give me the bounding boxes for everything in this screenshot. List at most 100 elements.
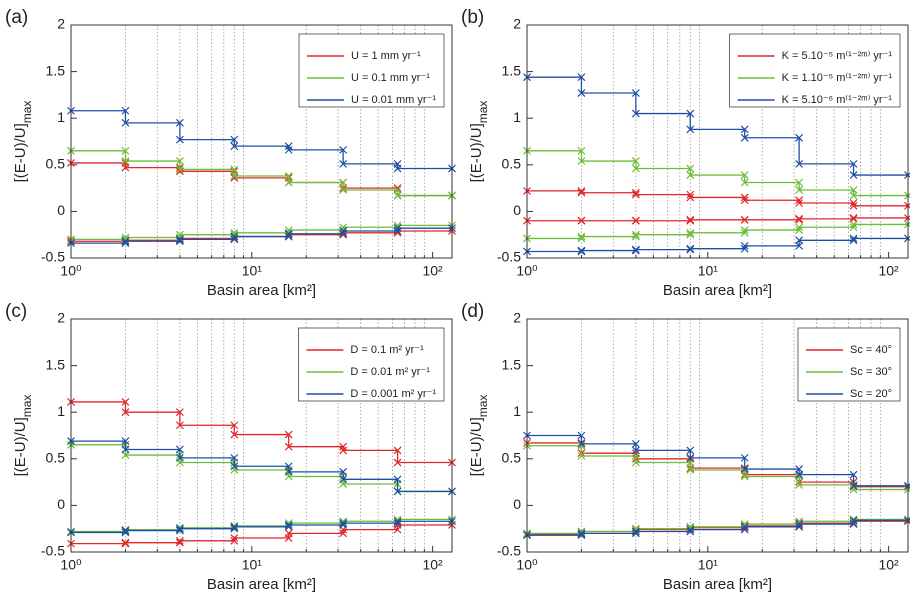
legend-label: D = 0.001 m² yr⁻¹	[350, 388, 436, 400]
marker	[795, 223, 804, 232]
y-axis-label-main: [(E-U)/U]	[12, 417, 29, 476]
marker	[284, 145, 293, 154]
marker	[175, 453, 184, 462]
marker	[393, 487, 402, 496]
marker	[121, 451, 130, 459]
marker	[121, 233, 130, 242]
marker	[339, 223, 348, 232]
marker	[631, 216, 640, 225]
panel-label: (b)	[461, 7, 484, 28]
marker	[121, 157, 130, 165]
marker	[795, 236, 804, 245]
y-tick-label: -0.5	[497, 249, 521, 265]
y-tick-label: 1.5	[46, 62, 66, 78]
marker	[686, 193, 695, 202]
marker	[740, 196, 749, 205]
marker	[175, 421, 184, 430]
marker	[795, 159, 804, 168]
legend-label: U = 1 mm yr⁻¹	[351, 50, 421, 62]
panel-label: (a)	[5, 7, 28, 28]
x-tick-label: 10⁰	[60, 557, 82, 573]
marker	[740, 215, 749, 224]
legend-label: K = 1.10⁻⁵ m⁽¹⁻²ᵐ⁾ yr⁻¹	[782, 72, 893, 84]
y-tick-label: -0.5	[497, 543, 521, 559]
marker	[121, 163, 130, 172]
marker	[631, 458, 640, 467]
x-tick-label: 10¹	[698, 557, 719, 573]
marker	[849, 485, 858, 494]
panel-label: (c)	[5, 301, 27, 322]
panel: 10⁰ 10¹ 10² -0.5 0 0.5 1 1.5 2 K = 5.10⁻⁵ m⁽¹⁻²ᵐ⁾…	[461, 7, 910, 299]
marker	[284, 467, 293, 476]
legend-box	[729, 33, 901, 108]
marker	[577, 188, 586, 197]
y-tick-label: 0	[57, 202, 65, 218]
marker	[175, 235, 184, 244]
marker	[795, 470, 804, 479]
marker	[577, 452, 586, 460]
marker	[230, 142, 239, 151]
marker	[740, 241, 749, 250]
panel: 10⁰ 10¹ 10²-0.500.511.52D = 0.1 m² yr⁻¹D =…	[5, 301, 456, 593]
marker	[121, 526, 130, 535]
marker	[230, 534, 239, 542]
marker	[849, 481, 858, 490]
legend: U = 1 mm yr⁻¹ U = 0.1 mm yr⁻¹ U = 0.01 mm …	[298, 33, 445, 108]
x-axis-label: Basin area [km²]	[663, 576, 772, 593]
marker	[284, 226, 293, 234]
x-tick-label: 10¹	[242, 263, 263, 279]
marker	[631, 230, 640, 239]
marker	[577, 157, 586, 165]
legend-label: Sc = 20°	[850, 388, 892, 400]
marker	[849, 213, 858, 222]
y-axis-label: [(E-U)/U]max	[468, 101, 490, 183]
marker	[577, 439, 586, 448]
marker	[849, 191, 858, 200]
x-axis-label: Basin area [km²]	[207, 576, 316, 593]
marker	[393, 517, 402, 526]
x-axis-label: Basin area [km²]	[663, 282, 772, 299]
marker	[631, 109, 640, 118]
y-tick-label: 1.5	[502, 356, 522, 372]
marker	[740, 226, 749, 234]
marker	[339, 446, 348, 455]
marker	[849, 516, 858, 525]
marker	[121, 118, 130, 127]
y-tick-label: 0.5	[46, 156, 66, 172]
y-tick-label: 1	[513, 109, 521, 125]
marker	[795, 199, 804, 207]
y-tick-label: 0.5	[502, 450, 522, 466]
axes-frame	[526, 24, 909, 259]
marker	[175, 165, 184, 174]
marker	[121, 237, 130, 246]
legend: K = 5.10⁻⁵ m⁽¹⁻²ᵐ⁾ yr⁻¹ K = 1.10⁻⁵ m⁽¹⁻²ᵐ…	[729, 33, 901, 108]
y-axis-label: [(E-U)/U]max	[12, 101, 34, 183]
marker	[686, 466, 695, 474]
y-tick-label: 1	[57, 403, 65, 419]
legend-label: U = 0.1 mm yr⁻¹	[351, 72, 430, 84]
marker	[284, 521, 293, 529]
legend-box	[298, 33, 445, 108]
marker	[230, 430, 239, 439]
marker	[284, 229, 293, 238]
marker	[631, 446, 640, 455]
marker	[339, 519, 348, 528]
marker	[577, 89, 586, 97]
y-tick-label: 2	[513, 310, 521, 326]
marker	[740, 522, 749, 531]
marker	[284, 529, 293, 538]
marker	[175, 524, 184, 533]
marker	[795, 480, 804, 489]
marker	[631, 527, 640, 536]
legend-label: Sc = 30°	[850, 366, 892, 378]
marker	[230, 172, 239, 180]
y-tick-label: -0.5	[41, 249, 65, 265]
panel: 10⁰ 10¹ 10² -0.5 0 0.5 1 1.5 2 U = 1 mm yr⁻¹ U = 0…	[5, 7, 456, 299]
panel-label: (d)	[461, 301, 484, 322]
x-tick-label: 10⁰	[60, 263, 82, 279]
y-axis-label-main: [(E-U)/U]	[468, 417, 485, 476]
marker	[849, 201, 858, 210]
marker	[849, 220, 858, 229]
legend: Sc = 40° Sc = 30° Sc = 20°	[797, 327, 901, 402]
